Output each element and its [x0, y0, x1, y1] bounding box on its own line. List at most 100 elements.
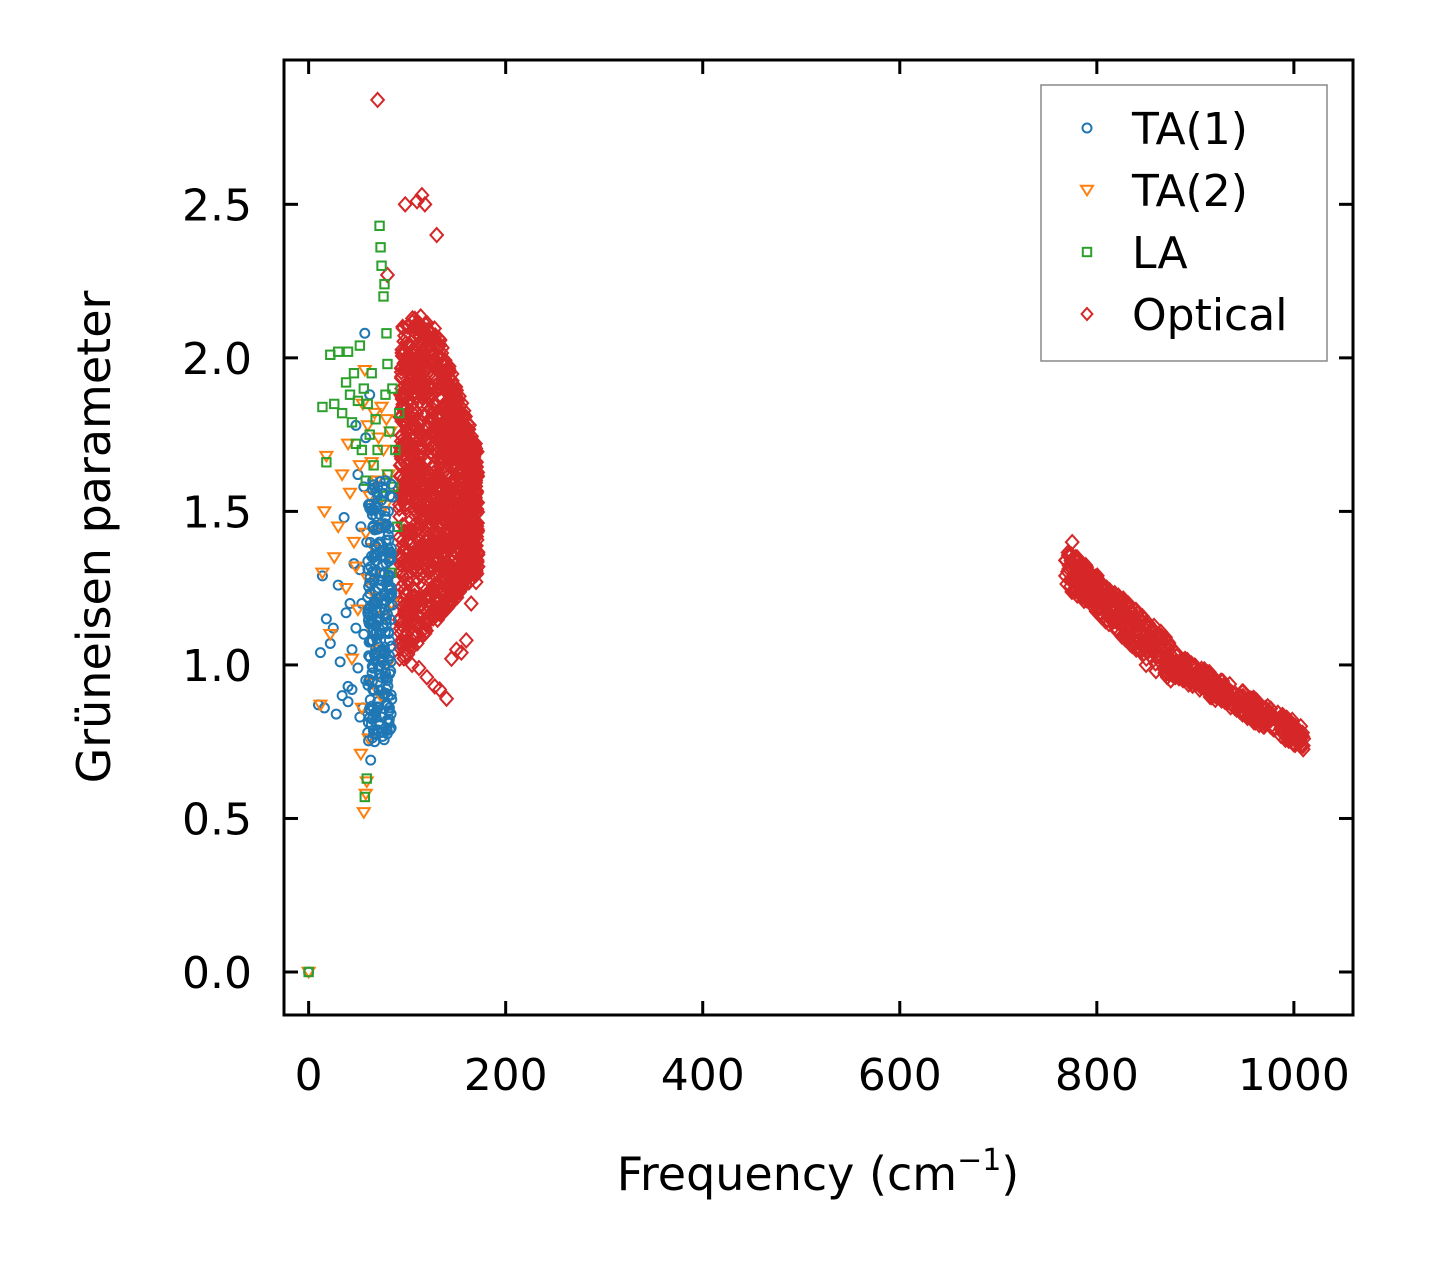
data-point [356, 807, 372, 820]
optical-point [423, 438, 439, 456]
optical-point [460, 427, 476, 445]
optical-point [391, 635, 408, 653]
optical-point [1066, 565, 1082, 583]
optical-point [416, 406, 433, 424]
data-point [342, 346, 354, 357]
optical-point [457, 501, 474, 519]
optical-point [436, 458, 452, 476]
data-point [340, 377, 352, 388]
data-point [316, 506, 333, 519]
data-point [312, 699, 329, 713]
data-point [384, 490, 396, 502]
optical-point [401, 521, 418, 539]
optical-point [420, 485, 436, 503]
optical-point [438, 690, 455, 708]
data-point [359, 420, 376, 433]
data-point [350, 438, 362, 450]
optical-point [1111, 603, 1127, 621]
data-point [363, 636, 375, 648]
data-point [320, 613, 332, 625]
data-point [352, 662, 364, 674]
data-point [385, 478, 397, 490]
optical-point [1191, 663, 1207, 681]
optical-point [456, 528, 472, 546]
x-tick-label: 400 [661, 1050, 745, 1101]
data-point [378, 291, 389, 302]
data-point [359, 327, 371, 339]
data-point [322, 629, 339, 642]
data-point [378, 487, 390, 499]
optical-point [441, 593, 458, 611]
optical-point [1069, 548, 1085, 566]
optical-point [1063, 570, 1079, 588]
optical-point [1064, 533, 1080, 551]
data-point [364, 712, 376, 724]
optical-point [426, 566, 443, 584]
data-point [385, 553, 397, 565]
optical-point [407, 427, 424, 445]
optical-point [461, 420, 477, 438]
data-point [368, 460, 379, 471]
data-point [314, 567, 331, 581]
optical-point [397, 496, 414, 514]
optical-point [445, 515, 461, 533]
data-point [376, 260, 387, 271]
optical-point [1120, 594, 1136, 612]
data-point [352, 469, 364, 481]
optical-point [435, 434, 451, 452]
data-point [365, 754, 377, 766]
data-point [367, 662, 379, 674]
optical-point [453, 448, 469, 466]
data-point [357, 527, 374, 541]
optical-point [1273, 709, 1289, 727]
optical-point [451, 387, 467, 405]
optical-point [401, 356, 417, 374]
optical-point [443, 511, 459, 529]
data-point [361, 773, 372, 784]
optical-point [425, 329, 441, 347]
data-point [348, 368, 360, 379]
optical-point [1204, 688, 1220, 706]
optical-point [1078, 583, 1094, 601]
optical-point [458, 447, 474, 465]
data-point [342, 487, 358, 501]
plot-frame [282, 58, 1355, 1017]
optical-point [1097, 591, 1113, 609]
optical-point [453, 644, 469, 662]
optical-point [414, 186, 430, 204]
optical-point [424, 459, 440, 477]
optical-point [394, 347, 410, 365]
data-point [350, 604, 366, 617]
optical-point [1057, 567, 1074, 585]
data-point [340, 607, 352, 619]
data-point [353, 748, 369, 762]
optical-point [1099, 595, 1115, 613]
optical-point [1108, 610, 1125, 628]
optical-point [417, 195, 433, 213]
optical-point [397, 490, 413, 508]
optical-point [459, 438, 475, 456]
optical-point [1276, 723, 1292, 741]
optical-point [407, 360, 424, 378]
optical-point [445, 439, 462, 457]
data-point [364, 389, 376, 401]
optical-point [458, 631, 474, 649]
data-point [338, 582, 354, 596]
plot-marks [300, 91, 1312, 980]
optical-point [400, 542, 416, 560]
optical-point [407, 310, 423, 328]
optical-point [394, 566, 410, 584]
optical-point [1138, 656, 1154, 674]
optical-point [1202, 677, 1218, 694]
optical-point [467, 458, 483, 476]
data-point [364, 617, 376, 629]
data-point [316, 570, 328, 582]
optical-point [468, 573, 484, 591]
optical-point [393, 555, 409, 573]
optical-point [421, 606, 438, 624]
data-point [374, 220, 385, 232]
data-point [394, 407, 405, 419]
optical-point [393, 442, 409, 460]
data-point [371, 500, 383, 512]
